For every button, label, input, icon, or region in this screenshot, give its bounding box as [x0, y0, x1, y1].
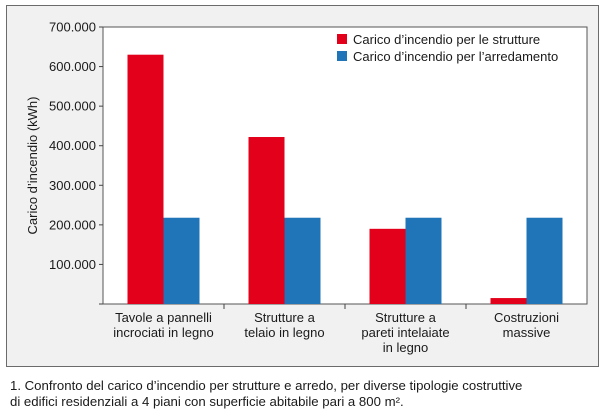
- legend-label: Carico d’incendio per le strutture: [353, 32, 540, 47]
- x-category-label: Costruzioni: [494, 310, 559, 325]
- y-tick-label: 600.000: [49, 59, 96, 74]
- y-tick-label: 300.000: [49, 178, 96, 193]
- figure-caption: 1. Confronto del carico d’incendio per s…: [10, 378, 602, 410]
- x-category-label: Strutture a: [254, 310, 315, 325]
- x-category-label: incrociati in legno: [113, 325, 213, 340]
- x-category-label: pareti intelaiate: [361, 325, 449, 340]
- y-tick-label: 700.000: [49, 20, 96, 35]
- x-category-label: massive: [503, 325, 551, 340]
- x-category-label: Strutture a: [375, 310, 436, 325]
- bar-furnishings: [163, 217, 200, 304]
- bar-structures: [490, 298, 527, 304]
- chart-panel: 700.000 600.000 500.000 400.000 300.000 200.0…: [6, 5, 599, 367]
- y-tick-label: 400.000: [49, 138, 96, 153]
- y-tick-label: 100.000: [49, 257, 96, 272]
- legend-swatch: [337, 51, 347, 61]
- caption-line-1: 1. Confronto del carico d’incendio per s…: [10, 378, 523, 393]
- legend-label: Carico d’incendio per l’arredamento: [353, 49, 558, 64]
- bar-furnishings: [284, 217, 321, 304]
- bar-furnishings: [405, 217, 442, 304]
- bar-furnishings: [526, 217, 563, 304]
- y-axis-label: Carico d’incendio (kWh): [25, 97, 40, 235]
- y-tick-label: 200.000: [49, 217, 96, 232]
- y-tick-label: 500.000: [49, 99, 96, 114]
- bar-structures: [248, 137, 285, 304]
- bar-chart: 700.000 600.000 500.000 400.000 300.000 200.0…: [25, 20, 588, 355]
- legend-swatch: [337, 34, 347, 44]
- bar-structures: [127, 54, 164, 305]
- x-category-label: Tavole a pannelli: [115, 310, 212, 325]
- caption-line-2: di edifici residenziali a 4 piani con su…: [10, 394, 404, 409]
- bar-structures: [369, 228, 406, 304]
- x-category-label: telaio in legno: [244, 325, 324, 340]
- x-category-label: in legno: [383, 340, 429, 355]
